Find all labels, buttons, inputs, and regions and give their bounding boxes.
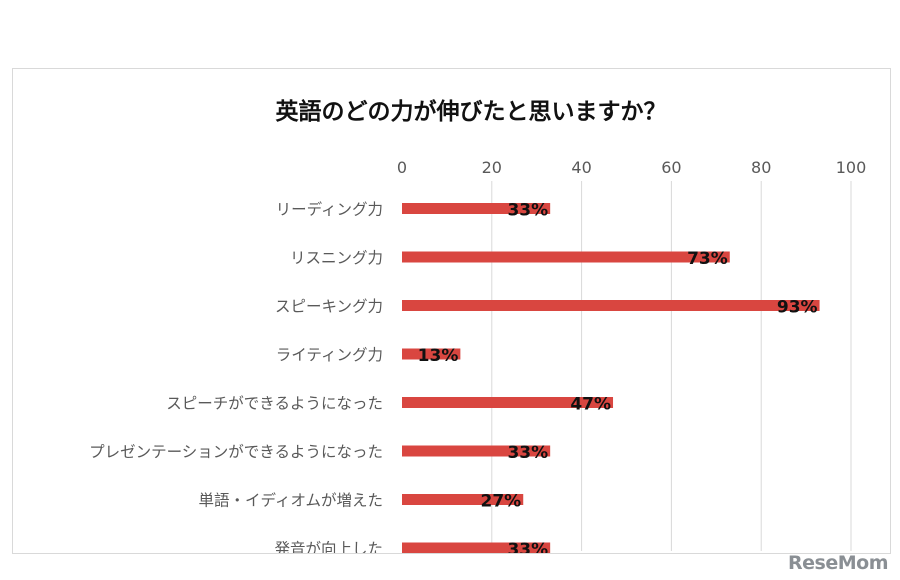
x-tick-label-60: 60 [661, 158, 681, 177]
data-label-5: 33% [507, 443, 548, 463]
x-axis-ticks: 0 20 40 60 80 100 [397, 158, 866, 177]
data-label-7: 33% [507, 540, 548, 553]
chart-frame: 英語のどの力が伸びたと思いますか？ 0 20 40 60 80 100 リーディング力リス… [12, 68, 891, 554]
category-label-2: スピーキング力 [275, 298, 383, 316]
x-tick-label-100: 100 [836, 158, 867, 177]
category-label-0: リーディング力 [276, 200, 383, 219]
bar-1 [402, 251, 730, 263]
data-label-0: 33% [507, 201, 548, 221]
bar-0 [402, 203, 551, 214]
data-label-2: 93% [777, 298, 818, 318]
data-label-1: 73% [687, 249, 728, 269]
bar-7 [402, 542, 551, 553]
x-tick-label-40: 40 [571, 158, 591, 177]
data-label-3: 13% [418, 346, 459, 366]
bar-4 [402, 397, 614, 408]
bar-2 [402, 300, 820, 311]
category-label-6: 単語・イディオムが増えた [199, 491, 383, 510]
data-label-4: 47% [570, 395, 611, 415]
bar-6 [402, 494, 524, 505]
category-label-7: 発音が向上した [274, 540, 383, 553]
x-tick-label-80: 80 [751, 158, 771, 177]
x-tick-label-0: 0 [397, 158, 407, 177]
bar-3 [402, 348, 461, 360]
category-label-5: プレゼンテーションができるようになった [89, 443, 383, 461]
data-label-6: 27% [481, 492, 522, 512]
category-label-1: リスニング力 [290, 249, 383, 267]
bar-5 [402, 445, 551, 457]
gridlines [491, 181, 852, 551]
category-label-3: ライティング力 [276, 346, 383, 364]
category-labels: リーディング力リスニング力スピーキング力ライティング力スピーチができるようになっ… [89, 200, 383, 554]
bar-chart: 英語のどの力が伸びたと思いますか？ 0 20 40 60 80 100 リーディング力リス… [89, 98, 866, 554]
chart-title: 英語のどの力が伸びたと思いますか？ [276, 98, 667, 125]
category-label-4: スピーチができるようになった [166, 395, 383, 413]
resemom-watermark: ReseMom [788, 552, 888, 574]
data-labels: 33% 73% 93% 13% 47% 33% 27% 33% [418, 201, 818, 554]
x-tick-label-20: 20 [482, 158, 502, 177]
bars [402, 203, 820, 553]
